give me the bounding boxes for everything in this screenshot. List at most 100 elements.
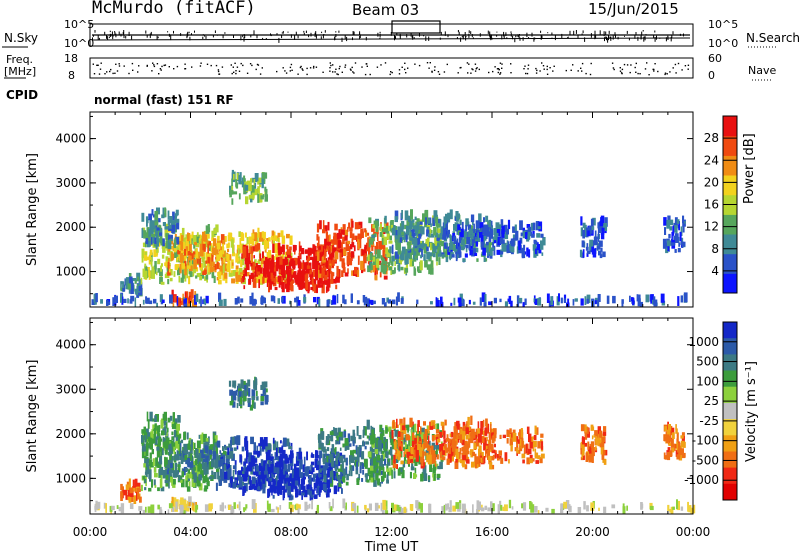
echo-cell xyxy=(386,233,390,240)
echo-cell xyxy=(221,502,224,512)
echo-cell xyxy=(225,278,228,284)
echo-cell xyxy=(632,297,635,306)
echo-cell xyxy=(399,251,402,259)
echo-cell xyxy=(527,226,532,232)
echo-cell xyxy=(445,223,448,230)
echo-cell xyxy=(308,268,312,275)
echo-cell xyxy=(336,435,339,441)
echo-cell xyxy=(204,504,209,512)
echo-cell xyxy=(343,431,347,438)
echo-cell xyxy=(318,478,321,483)
echo-cell xyxy=(599,443,603,448)
echo-cell xyxy=(488,432,491,438)
echo-cell xyxy=(349,461,351,465)
echo-cell xyxy=(128,478,131,488)
echo-cell xyxy=(310,461,315,466)
echo-cell xyxy=(397,226,401,235)
echo-cell xyxy=(689,505,692,509)
echo-cell xyxy=(475,434,478,441)
echo-cell xyxy=(201,459,205,470)
echo-cell xyxy=(663,217,667,226)
echo-cell xyxy=(169,446,173,454)
echo-cell xyxy=(381,509,385,514)
echo-cell xyxy=(281,462,284,472)
echo-cell xyxy=(379,457,383,468)
echo-cell xyxy=(425,239,428,244)
echo-cell xyxy=(330,477,332,484)
echo-cell xyxy=(159,478,163,488)
echo-cell xyxy=(262,483,266,494)
echo-cell xyxy=(526,426,530,434)
echo-cell xyxy=(600,229,605,235)
echo-cell xyxy=(250,436,254,445)
echo-cell xyxy=(265,446,269,451)
echo-cell xyxy=(680,448,684,456)
echo-cell xyxy=(182,237,186,243)
echo-cell xyxy=(558,293,560,302)
echo-cell xyxy=(147,506,152,513)
echo-cell xyxy=(678,221,680,231)
echo-cell xyxy=(215,246,219,256)
echo-cell xyxy=(169,265,171,273)
echo-cell xyxy=(455,251,458,258)
echo-cell xyxy=(319,264,322,274)
echo-cell xyxy=(331,452,334,456)
echo-cell xyxy=(212,267,215,272)
echo-cell xyxy=(237,257,240,262)
echo-cell xyxy=(305,261,308,266)
echo-cell xyxy=(289,235,293,245)
echo-cell xyxy=(248,236,253,243)
echo-cell xyxy=(363,253,367,264)
echo-cell xyxy=(674,443,676,451)
echo-cell xyxy=(345,502,347,510)
echo-cell xyxy=(426,246,429,252)
echo-cell xyxy=(459,232,462,241)
echo-cell xyxy=(251,192,255,201)
echo-cell xyxy=(600,230,605,240)
echo-cell xyxy=(154,229,156,237)
echo-cell xyxy=(130,295,135,302)
echo-cell xyxy=(681,237,683,242)
echo-cell xyxy=(450,456,454,462)
colorbar-swatch xyxy=(723,451,737,469)
echo-cell xyxy=(410,459,413,463)
echo-cell xyxy=(370,435,374,445)
echo-cell xyxy=(382,246,386,250)
echo-cell xyxy=(159,506,162,512)
echo-cell xyxy=(430,266,434,275)
echo-cell xyxy=(471,239,475,247)
echo-cell xyxy=(299,473,302,477)
echo-cell xyxy=(261,448,265,452)
echo-cell xyxy=(460,237,463,245)
echo-cell xyxy=(179,452,183,461)
echo-cell xyxy=(454,248,458,253)
echo-cell xyxy=(186,504,191,508)
echo-cell xyxy=(136,286,141,293)
echo-cell xyxy=(430,263,433,268)
echo-cell xyxy=(583,501,586,510)
echo-cell xyxy=(603,506,607,513)
echo-cell xyxy=(361,267,364,274)
echo-cell xyxy=(520,428,523,438)
echo-cell xyxy=(598,240,603,247)
echo-cell xyxy=(249,296,254,305)
echo-cell xyxy=(183,303,188,307)
plot-frame-power xyxy=(89,111,694,308)
echo-cell xyxy=(692,504,696,514)
echo-cell xyxy=(222,247,225,255)
echo-cell xyxy=(371,234,376,238)
cpid-label: CPID xyxy=(6,88,39,102)
echo-cell xyxy=(205,274,209,280)
echo-cell xyxy=(154,484,157,488)
echo-cell xyxy=(385,441,387,449)
echo-cell xyxy=(422,213,425,222)
echo-cell xyxy=(373,220,376,229)
echo-cell xyxy=(535,460,539,464)
echo-cell xyxy=(277,481,279,489)
echo-cell xyxy=(677,247,681,253)
echo-cell xyxy=(302,476,306,480)
echo-cell xyxy=(424,223,427,227)
echo-cell xyxy=(579,249,583,258)
echo-cell xyxy=(500,457,504,464)
echo-cell xyxy=(266,443,270,448)
